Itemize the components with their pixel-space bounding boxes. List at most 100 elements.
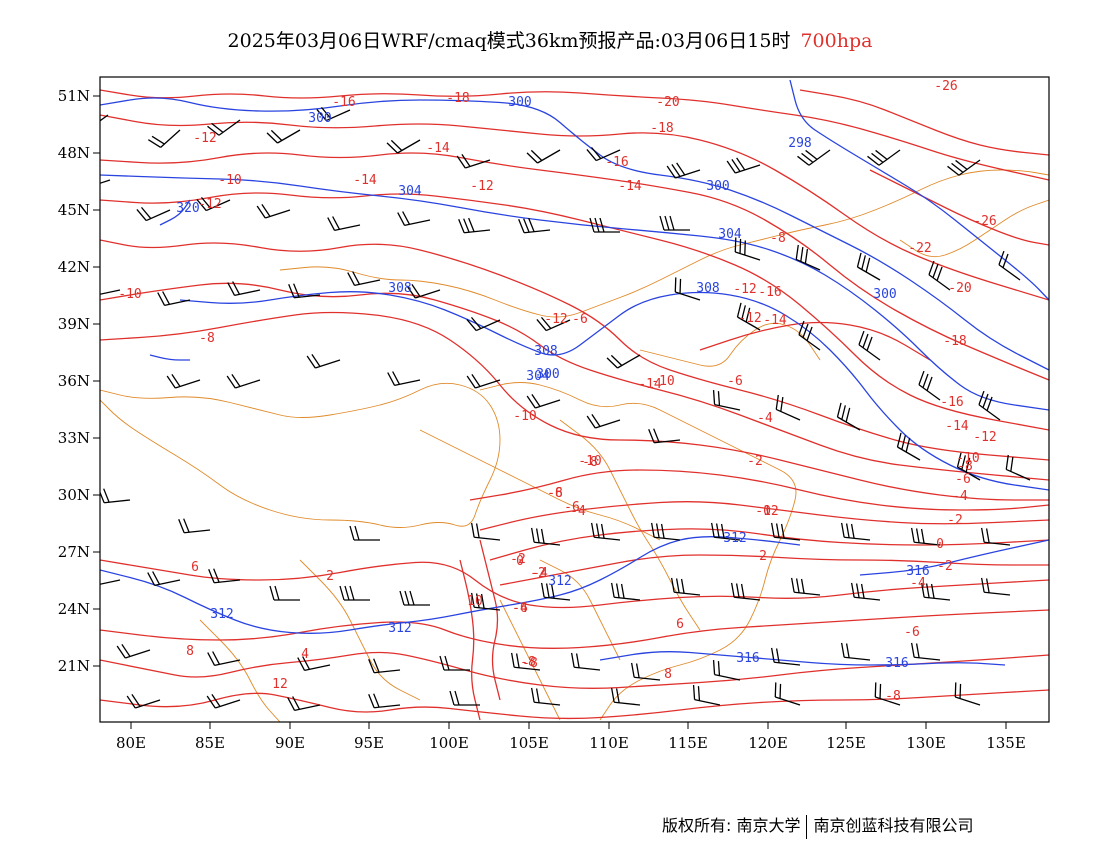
temperature-contour-label: -12	[738, 311, 761, 326]
temperature-contour-line	[100, 114, 1049, 301]
temperature-contour-label: -8	[520, 655, 536, 670]
wind-barb	[456, 154, 491, 169]
height-contour-label: 316	[736, 651, 759, 666]
height-contour-label: 308	[534, 344, 557, 359]
wind-barb	[850, 582, 881, 601]
temperature-contour-label: 8	[664, 667, 672, 682]
wind-barb	[386, 139, 421, 154]
wind-barb	[208, 568, 241, 584]
wind-barb	[166, 374, 201, 389]
temperature-contour-line	[100, 282, 1049, 481]
x-tick-label: 100E	[429, 734, 469, 752]
wind-barb	[648, 428, 681, 444]
temperature-contour-label: -8	[770, 231, 786, 246]
height-contour-line	[100, 97, 1049, 371]
temperature-contour-label: -14	[945, 419, 969, 434]
wind-barb	[790, 577, 821, 596]
temperature-contour-label: -4	[910, 576, 926, 591]
wind-barb	[178, 518, 211, 534]
wind-barb	[874, 682, 901, 706]
height-contour-label: 316	[885, 656, 908, 671]
height-contour-label: 312	[210, 607, 233, 622]
temperature-contour-label: -8	[885, 689, 901, 704]
temperature-contour-label: -10	[118, 287, 141, 302]
border-line	[539, 559, 621, 661]
y-tick-label: 39N	[58, 315, 90, 333]
x-tick-label: 125E	[826, 734, 866, 752]
footer-divider	[806, 814, 808, 839]
wind-barb	[226, 374, 261, 389]
wind-barb	[347, 271, 381, 287]
temperature-contour-label: -6	[547, 486, 563, 501]
height-contour-line	[159, 199, 191, 226]
x-axis: 80E 85E 90E 95E 100E 105E 110E 115E 120E 125E 130E…	[116, 722, 1026, 752]
x-tick-label: 120E	[748, 734, 788, 752]
temperature-contour-line	[479, 539, 501, 701]
temperature-contour-label: 6	[191, 560, 199, 575]
wind-barb	[910, 527, 941, 546]
wind-barb	[136, 206, 171, 222]
temperature-contour-label: -6	[904, 625, 920, 640]
temperature-contour-label: -2	[747, 454, 763, 469]
x-tick-label: 115E	[668, 734, 708, 752]
wind-barb	[449, 690, 480, 706]
height-contour-line	[599, 651, 1006, 666]
temperature-contour-line	[100, 152, 1049, 381]
temperature-contour-line	[100, 89, 1049, 181]
wind-barb	[606, 354, 641, 369]
wind-barb	[227, 281, 261, 297]
temperature-contour-label: -16	[758, 285, 781, 300]
height-contours	[100, 79, 1049, 666]
wind-barb	[466, 374, 501, 389]
border-line	[279, 169, 1049, 318]
wind-barb	[736, 302, 761, 331]
temperature-contour-label: -14	[426, 141, 450, 156]
temperature-contour-label: 0	[936, 537, 944, 552]
temperature-contour-label: -12	[733, 282, 756, 297]
temperature-contour-label: -10	[956, 451, 979, 466]
temperature-contour-label: -4	[570, 504, 586, 519]
height-contour-label: 312	[723, 531, 746, 546]
y-tick-label: 45N	[58, 201, 90, 219]
temperature-contour-label: -20	[948, 281, 971, 296]
temperature-contour-label: -8	[522, 656, 538, 671]
temperature-contour-label: -12	[193, 131, 216, 146]
temperature-contour-label: 2	[326, 569, 334, 584]
border-lines	[100, 169, 1049, 722]
temperature-contour-label: -12	[755, 504, 778, 519]
temperature-contour-line	[100, 559, 1049, 609]
wind-barb	[466, 316, 501, 332]
wind-barb	[157, 291, 191, 307]
temperature-contour-label: -18	[446, 91, 469, 106]
height-contour-label: 308	[696, 281, 719, 296]
wind-barb	[590, 522, 621, 541]
wind-barb	[196, 196, 231, 212]
title-level: 700hpa	[800, 30, 873, 52]
wind-barb	[510, 652, 541, 671]
height-contour-line	[859, 539, 1049, 576]
border-line	[100, 382, 501, 528]
height-contour-line	[100, 536, 801, 634]
y-tick-label: 42N	[58, 258, 90, 276]
wind-barb	[586, 146, 621, 162]
temperature-contour-line	[100, 192, 1049, 431]
temperature-contour-label: -4	[952, 489, 968, 504]
wind-barb	[397, 211, 431, 227]
border-line	[899, 199, 1049, 258]
wind-barb	[147, 571, 181, 587]
temperature-contour-label: -6	[727, 374, 743, 389]
wind-barb	[836, 402, 861, 431]
height-contour-label: 300	[706, 179, 729, 194]
wind-barb	[610, 687, 641, 706]
wind-barb	[730, 582, 761, 601]
border-line	[199, 619, 281, 722]
x-tick-label: 110E	[589, 734, 629, 752]
wind-barb	[770, 522, 801, 541]
height-contour-label: 312	[388, 621, 411, 636]
temperature-contour-label: -4	[512, 601, 528, 616]
wind-barb	[1005, 454, 1031, 481]
wind-barb	[795, 244, 821, 271]
wind-barb	[256, 204, 291, 219]
wind-barb	[100, 488, 131, 504]
height-contour-label: 300	[536, 367, 559, 382]
